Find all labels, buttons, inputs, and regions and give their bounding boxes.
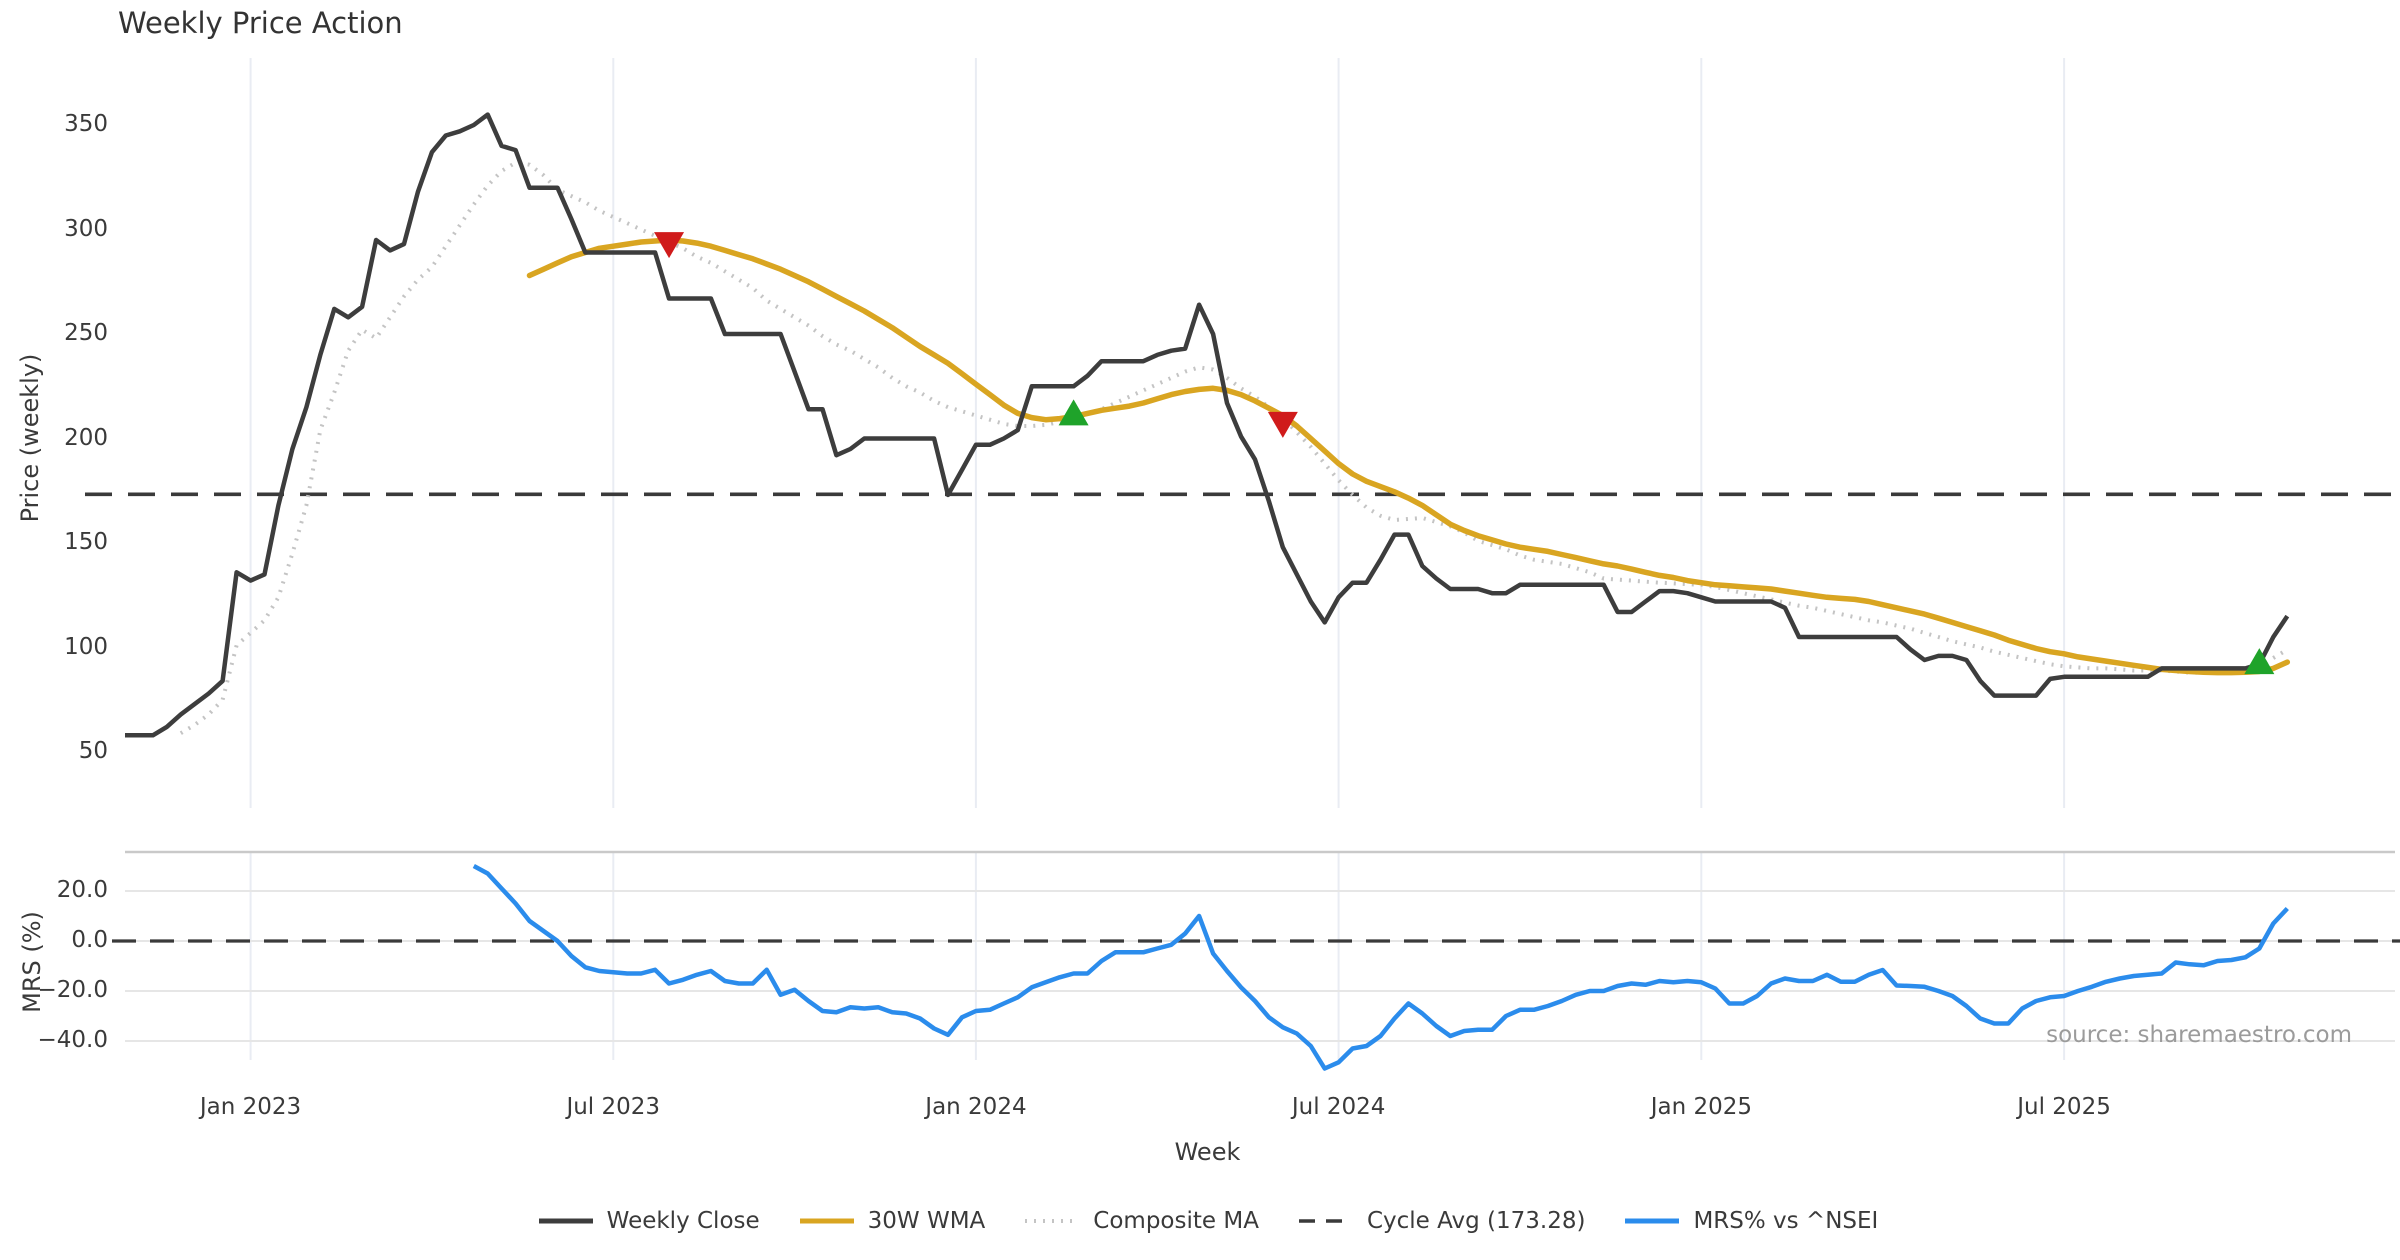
x-tick-label: Jan 2023: [199, 1094, 302, 1120]
price-y-tick-label: 250: [64, 320, 108, 346]
mrs-y-tick-label: −20.0: [37, 977, 108, 1003]
legend-swatch-solid: [1625, 1218, 1680, 1224]
legend-item: Weekly Close: [537, 1208, 760, 1234]
buy-signal-marker: [2244, 648, 2275, 675]
mrs-line: [472, 864, 2289, 1071]
weekly-close-line: [125, 112, 2290, 738]
legend-item: MRS% vs ^NSEI: [1623, 1208, 1878, 1234]
price-y-tick-label: 150: [64, 529, 108, 555]
mrs-y-tick-label: −40.0: [37, 1027, 108, 1053]
legend-label: 30W WMA: [867, 1208, 986, 1234]
price-y-tick-label: 300: [64, 215, 108, 242]
legend-swatch-solid: [799, 1218, 854, 1224]
wma-line: [526, 237, 2291, 676]
legend-label: Composite MA: [1093, 1208, 1259, 1234]
legend-label: Weekly Close: [606, 1208, 760, 1234]
price-y-tick-label: 100: [64, 633, 108, 660]
x-tick-label: Jul 2024: [1291, 1094, 1386, 1120]
legend-label: MRS% vs ^NSEI: [1693, 1208, 1879, 1234]
x-tick-label: Jan 2024: [925, 1094, 1027, 1120]
legend-swatch-dotted: [1025, 1219, 1080, 1223]
sell-signal-marker: [654, 232, 685, 259]
source-note: source: sharemaestro.com: [2046, 1022, 2352, 1048]
x-tick-label: Jan 2025: [1650, 1094, 1752, 1120]
buy-signal-marker: [1058, 399, 1089, 426]
mrs-y-tick-label: 0.0: [71, 927, 108, 953]
composite-ma-line: [179, 160, 2289, 735]
legend-item: Cycle Avg (173.28): [1297, 1208, 1586, 1234]
price-y-tick-label: 200: [64, 424, 108, 451]
x-tick-label: Jul 2025: [2017, 1094, 2111, 1120]
legend-swatch-dashed: [1298, 1219, 1353, 1223]
legend-label: Cycle Avg (173.28): [1366, 1208, 1586, 1234]
price-y-tick-label: 50: [78, 738, 108, 764]
chart-legend: Weekly Close 30W WMA Composite MA Cycle Avg…: [125, 1208, 2290, 1234]
mrs-y-tick-label: 20.0: [56, 877, 108, 903]
legend-swatch-solid: [538, 1218, 593, 1224]
price-y-tick-label: 350: [64, 111, 108, 137]
x-axis-label: Week: [1174, 1138, 1241, 1166]
x-tick-label: Jul 2023: [566, 1094, 661, 1120]
chart-title: Weekly Price Action: [118, 6, 403, 40]
sell-signal-marker: [1267, 411, 1298, 438]
legend-item: Composite MA: [1023, 1208, 1259, 1234]
legend-item: 30W WMA: [798, 1208, 986, 1234]
